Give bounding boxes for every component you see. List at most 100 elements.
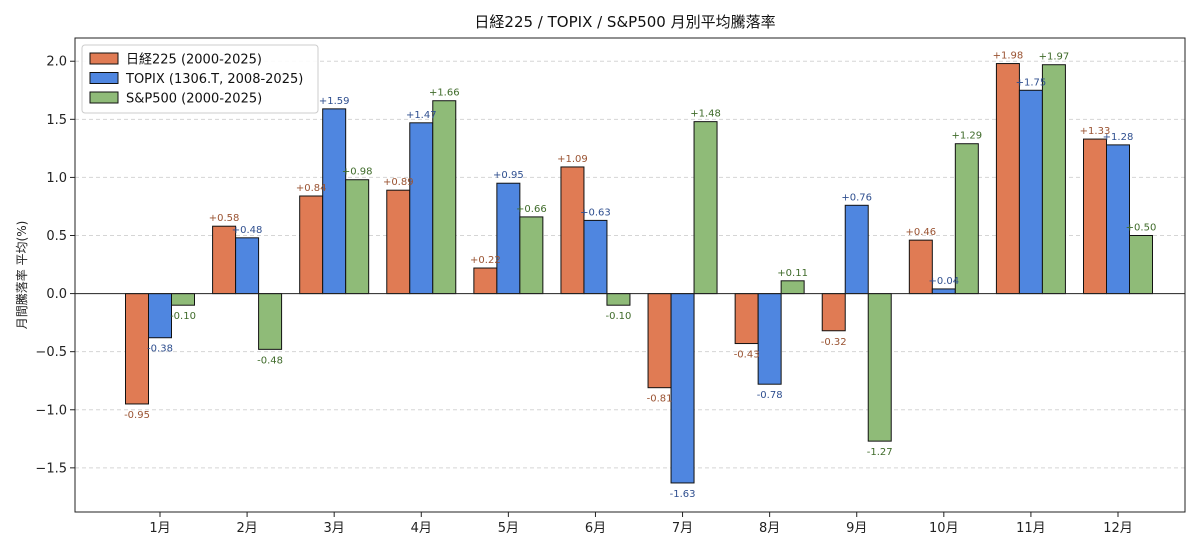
data-label: +0.22 xyxy=(470,255,501,266)
data-label: +0.66 xyxy=(516,204,547,215)
bar xyxy=(322,108,347,295)
data-label: +1.09 xyxy=(557,154,588,165)
bar xyxy=(235,237,260,295)
data-label: +0.89 xyxy=(383,177,414,188)
y-tick-label: −1.0 xyxy=(35,403,67,418)
bar xyxy=(345,179,370,295)
data-label: +0.46 xyxy=(905,227,936,238)
data-label: -0.81 xyxy=(647,394,673,405)
bar xyxy=(583,219,608,295)
bar xyxy=(1018,89,1043,295)
data-label: +1.47 xyxy=(406,110,437,121)
bar xyxy=(409,122,434,295)
data-label: +0.04 xyxy=(928,276,959,287)
legend-box xyxy=(81,44,319,114)
bar xyxy=(473,267,498,295)
x-tick-label: 9月 xyxy=(846,521,867,536)
legend-swatch xyxy=(89,52,119,65)
data-label: -0.10 xyxy=(170,311,196,322)
bar xyxy=(1106,144,1130,295)
bar xyxy=(931,288,956,295)
bars xyxy=(125,63,1153,484)
legend-swatch xyxy=(89,91,119,104)
bar xyxy=(212,225,237,295)
bar xyxy=(148,293,172,339)
y-tick-label: −1.5 xyxy=(35,461,67,476)
data-label: +0.95 xyxy=(493,170,524,181)
x-tick-label: 5月 xyxy=(498,521,519,536)
x-tick-label: 11月 xyxy=(1016,521,1046,536)
data-label: -1.63 xyxy=(670,489,696,500)
data-label: -0.38 xyxy=(147,344,173,355)
y-tick-label: 1.0 xyxy=(46,171,67,186)
data-label: +1.48 xyxy=(690,109,721,120)
legend: 日経225 (2000-2025) TOPIX (1306.T, 2008-202… xyxy=(81,44,319,114)
plot-frame xyxy=(74,37,1186,513)
bar xyxy=(496,182,521,295)
bar xyxy=(995,63,1020,295)
x-tick-label: 2月 xyxy=(236,521,257,536)
bar xyxy=(299,195,324,295)
y-tick-label: 1.5 xyxy=(46,113,67,128)
data-label: +0.11 xyxy=(777,268,808,279)
bar xyxy=(171,293,195,306)
x-tick-label: 3月 xyxy=(324,521,345,536)
data-label: -0.48 xyxy=(257,355,283,366)
data-label: -0.95 xyxy=(124,410,150,421)
bar xyxy=(560,166,585,295)
y-tick-label: 0.5 xyxy=(46,229,67,244)
chart-title: 日経225 / TOPIX / S&P500 月別平均騰落率 xyxy=(474,13,775,31)
data-label: +0.58 xyxy=(209,213,240,224)
bar xyxy=(844,204,869,295)
bar xyxy=(670,293,695,484)
data-label: +1.66 xyxy=(429,88,460,99)
bar xyxy=(1041,64,1066,295)
bar xyxy=(519,216,544,295)
data-label: +1.98 xyxy=(993,51,1024,62)
x-tick-label: 8月 xyxy=(759,521,780,536)
data-label: +0.50 xyxy=(1126,223,1157,234)
bar xyxy=(258,293,283,350)
legend-swatch xyxy=(89,72,119,84)
y-axis-label: 月間騰落率 平均(%) xyxy=(14,221,29,330)
x-tick-label: 7月 xyxy=(672,521,693,536)
legend-entry: S&P500 (2000-2025) xyxy=(126,92,262,107)
y-tick-label: −0.5 xyxy=(35,345,67,360)
x-tick-label: 1月 xyxy=(149,521,170,536)
y-tick-label: 2.0 xyxy=(46,55,67,70)
bar xyxy=(1129,235,1153,295)
bar xyxy=(954,143,979,295)
bar xyxy=(734,293,759,345)
x-tick-label: 12月 xyxy=(1103,521,1133,536)
data-label: +1.33 xyxy=(1080,126,1111,137)
bar xyxy=(125,293,149,405)
bar xyxy=(647,293,672,389)
data-label: -0.43 xyxy=(734,350,760,361)
data-label: -0.78 xyxy=(757,390,783,401)
data-label: +1.75 xyxy=(1016,77,1047,88)
data-label: +0.98 xyxy=(342,167,373,178)
data-label: +0.84 xyxy=(296,183,327,194)
bar xyxy=(757,293,782,385)
bar xyxy=(821,293,846,332)
x-tick-label: 4月 xyxy=(411,521,432,536)
legend-entry: 日経225 (2000-2025) xyxy=(126,53,262,68)
axes: −1.5 −1.0 −0.5 0.0 0.5 1.0 1.5 2.0 1月 2月 3月 4月 5月 6月 7… xyxy=(35,37,1186,536)
data-label: +0.63 xyxy=(580,207,611,218)
data-label: +0.48 xyxy=(232,225,263,236)
data-label: +1.59 xyxy=(319,96,350,107)
data-labels: -0.95 +0.58 +0.84 +0.89 +0.22 +1.09 -0.81 -0.43… xyxy=(124,51,1156,500)
bar xyxy=(432,100,457,295)
data-label: -1.27 xyxy=(867,447,893,458)
data-label: +1.28 xyxy=(1103,132,1134,143)
data-label: +1.97 xyxy=(1039,52,1070,63)
bar xyxy=(1083,138,1107,295)
data-label: +0.76 xyxy=(841,192,872,203)
data-label: +1.29 xyxy=(951,131,982,142)
x-tick-label: 6月 xyxy=(585,521,606,536)
data-label: -0.10 xyxy=(606,311,632,322)
bar xyxy=(780,280,805,295)
bar xyxy=(606,293,631,306)
